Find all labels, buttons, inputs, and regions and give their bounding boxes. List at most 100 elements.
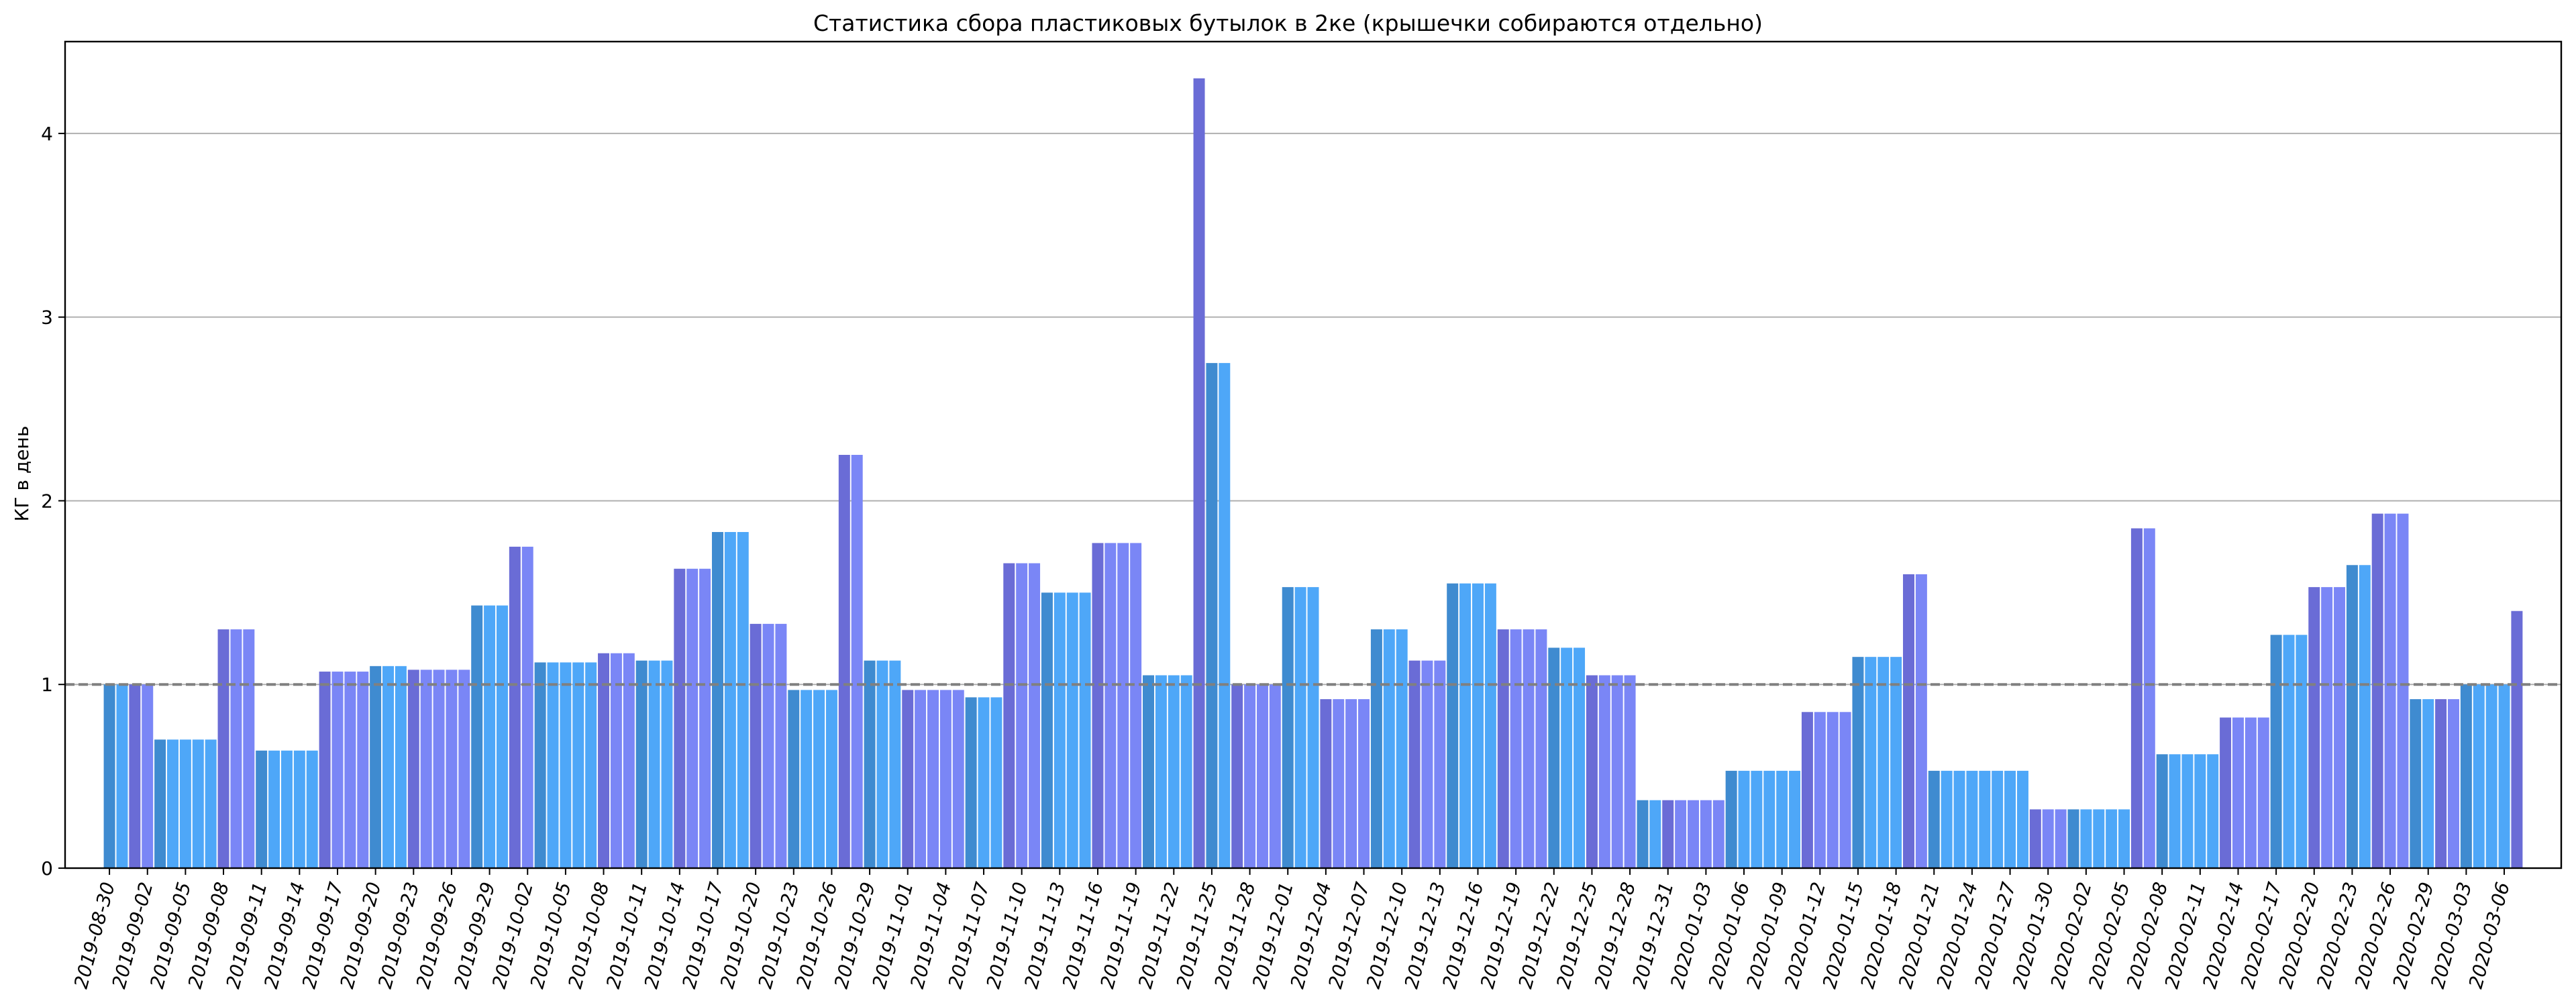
bar xyxy=(1231,684,1243,868)
bar xyxy=(750,623,762,868)
bar xyxy=(674,568,686,868)
bar xyxy=(458,670,470,868)
bar xyxy=(2156,754,2168,868)
bar xyxy=(167,739,178,868)
bar xyxy=(1484,583,1496,868)
bar xyxy=(1598,675,1610,868)
bar xyxy=(2232,717,2244,868)
bar xyxy=(256,750,268,868)
bar xyxy=(889,660,901,868)
bar xyxy=(471,605,483,868)
bar xyxy=(1282,587,1294,868)
bar xyxy=(496,605,508,868)
bar xyxy=(1294,587,1306,868)
bar xyxy=(357,672,369,868)
bar xyxy=(851,455,863,868)
y-tick-label: 3 xyxy=(41,307,53,329)
bar xyxy=(1016,563,1028,868)
y-tick-label: 4 xyxy=(41,123,53,145)
bar xyxy=(547,662,559,868)
bar xyxy=(1966,770,1978,868)
y-axis-label: КГ в день xyxy=(11,426,33,522)
bar xyxy=(2296,635,2308,868)
y-tick-label: 0 xyxy=(41,857,53,880)
bar xyxy=(952,690,964,868)
bar xyxy=(1826,712,1839,868)
bar xyxy=(1624,675,1636,868)
bar xyxy=(370,666,382,868)
bar xyxy=(939,690,951,868)
bar xyxy=(864,660,876,868)
bar xyxy=(927,690,939,868)
bar xyxy=(1333,699,1345,868)
bar xyxy=(230,629,242,868)
bar xyxy=(1523,629,1535,868)
bar xyxy=(2346,565,2358,868)
bar xyxy=(1751,770,1763,868)
bar xyxy=(838,455,850,868)
bar xyxy=(661,660,673,868)
bar xyxy=(1941,770,1953,868)
bar xyxy=(610,653,622,868)
bar xyxy=(1662,800,1674,868)
bar xyxy=(2473,684,2485,868)
bar xyxy=(1915,574,1927,868)
bar xyxy=(2283,635,2295,868)
y-ticks: 0 1 2 3 4 xyxy=(41,123,65,880)
bar xyxy=(1066,592,1078,868)
bar xyxy=(1688,800,1699,868)
bar xyxy=(1143,675,1155,868)
bar xyxy=(1447,583,1459,868)
bar xyxy=(978,697,990,868)
bar xyxy=(1396,629,1408,868)
bar xyxy=(1611,675,1623,868)
bar xyxy=(1839,712,1851,868)
bar xyxy=(1890,657,1902,868)
bar xyxy=(205,739,217,868)
bar xyxy=(915,690,927,868)
bar xyxy=(217,629,229,868)
bar xyxy=(2055,809,2067,868)
y-tick-label: 2 xyxy=(41,490,53,512)
bar xyxy=(2067,809,2079,868)
bar xyxy=(484,605,496,868)
bar xyxy=(686,568,699,868)
bar xyxy=(116,684,128,868)
bar xyxy=(1738,770,1750,868)
bar xyxy=(2511,611,2523,868)
bar xyxy=(2447,699,2459,868)
bar xyxy=(446,670,458,868)
bar xyxy=(1155,675,1167,868)
bar xyxy=(192,739,204,868)
bar xyxy=(2143,528,2155,868)
bar xyxy=(1535,629,1547,868)
bar xyxy=(2080,809,2092,868)
bar xyxy=(1320,699,1332,868)
bar xyxy=(1877,657,1890,868)
bar xyxy=(407,670,419,868)
bar xyxy=(2435,699,2447,868)
bar xyxy=(2220,717,2232,868)
bar xyxy=(509,546,521,868)
bar xyxy=(1510,629,1522,868)
bar xyxy=(876,660,888,868)
axes xyxy=(64,40,2563,869)
bar xyxy=(1814,712,1826,868)
bar xyxy=(1953,770,1965,868)
bar xyxy=(280,750,293,868)
bar xyxy=(1029,563,1041,868)
bar xyxy=(2460,684,2472,868)
bar xyxy=(825,690,837,868)
bar xyxy=(395,666,407,868)
y-tick-label: 1 xyxy=(41,674,53,696)
bar xyxy=(762,623,774,868)
bar xyxy=(1092,543,1104,868)
bar xyxy=(1649,800,1661,868)
bar xyxy=(1180,675,1192,868)
bar xyxy=(319,672,331,868)
bar xyxy=(2106,809,2118,868)
bar xyxy=(560,662,572,868)
bar xyxy=(1903,574,1915,868)
bar xyxy=(2384,513,2396,868)
bar xyxy=(1979,770,1991,868)
